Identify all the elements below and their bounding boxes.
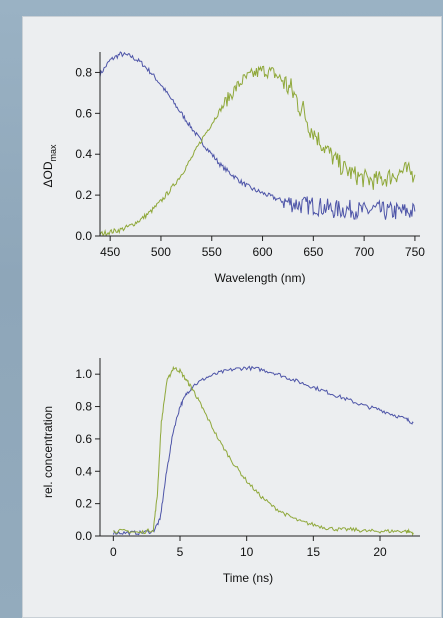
x-axis-title: Time (ns): [223, 571, 273, 585]
y-axis-title-main: ΔOD: [41, 161, 55, 187]
series-line-1: [112, 365, 414, 536]
y-tick-label: 0.0: [75, 529, 92, 543]
x-tick-label: 450: [100, 245, 120, 259]
x-tick-label: 20: [373, 545, 387, 559]
absorption-spectrum-chart: 450 500 550 600 650 700 750 0.0 0.2 0.4 0.6 0.8 Wav…: [41, 51, 425, 285]
x-tick-label: 10: [240, 545, 254, 559]
x-tick-label: 15: [307, 545, 321, 559]
y-tick-label: 0.8: [75, 65, 92, 79]
x-tick-label: 750: [405, 245, 425, 259]
x-axis-title: Wavelength (nm): [215, 271, 306, 285]
axes-layer: 0 5 10 15 20 0.0 0.2 0.4 0.6 0.8 1.0: [75, 358, 420, 559]
y-tick-label: 0.8: [75, 400, 92, 414]
x-tick-label: 500: [151, 245, 171, 259]
x-tick-label: 0: [110, 545, 117, 559]
y-tick-label: 0.2: [75, 188, 92, 202]
series-layer: [99, 51, 416, 237]
y-axis-title: ΔODmax: [41, 144, 58, 188]
x-tick-label: 650: [303, 245, 323, 259]
x-tick-label: 600: [253, 245, 273, 259]
axes-layer: 450 500 550 600 650 700 750 0.0 0.2 0.4 0.6 0.8: [75, 52, 425, 259]
y-tick-label: 0.4: [75, 147, 92, 161]
series-line-2: [112, 365, 414, 537]
concentration-profile-chart: 0 5 10 15 20 0.0 0.2 0.4 0.6 0.8 1.0 Time (ns) rel…: [41, 358, 420, 585]
y-tick-label: 0.6: [75, 106, 92, 120]
y-tick-label: 1.0: [75, 367, 92, 381]
x-tick-label: 550: [202, 245, 222, 259]
x-tick-label: 5: [177, 545, 184, 559]
figure-panel: [22, 16, 442, 618]
y-tick-label: 0.4: [75, 464, 92, 478]
y-axis-title: rel. concentration: [41, 406, 55, 498]
series-line-2: [99, 65, 416, 237]
y-tick-label: 0.2: [75, 497, 92, 511]
series-line-1: [99, 51, 416, 220]
x-tick-label: 700: [354, 245, 374, 259]
y-tick-label: 0.0: [75, 229, 92, 243]
y-axis-title-subscript: max: [48, 144, 58, 162]
y-tick-label: 0.6: [75, 432, 92, 446]
series-layer: [112, 365, 414, 537]
